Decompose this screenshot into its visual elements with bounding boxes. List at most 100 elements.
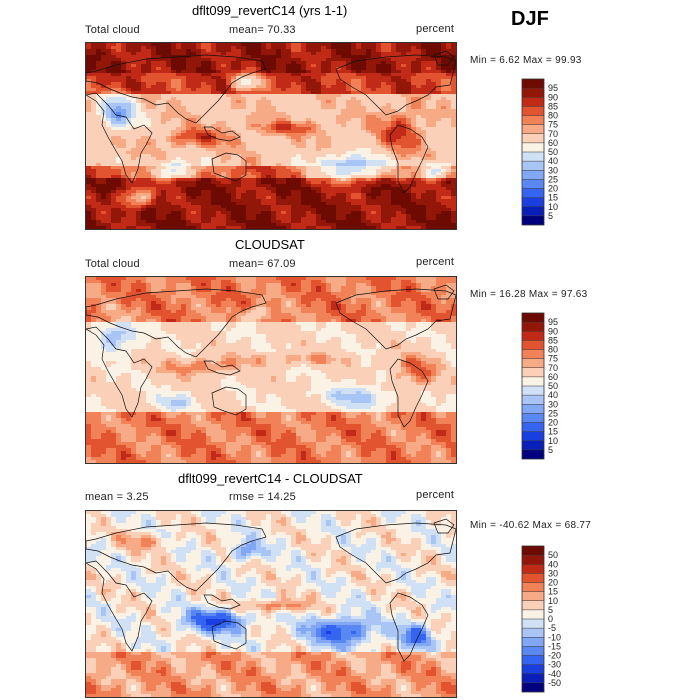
map-cell	[446, 190, 452, 194]
map-cell	[181, 208, 187, 212]
map-cell	[381, 214, 387, 218]
map-cell	[326, 196, 332, 200]
map-cell	[371, 136, 377, 140]
map-cell	[391, 82, 397, 86]
map-cell	[221, 202, 227, 206]
map-cell	[126, 208, 132, 212]
map-cell	[231, 178, 237, 182]
map-cell	[221, 133, 227, 137]
map-cell	[266, 166, 272, 170]
map-cell	[276, 103, 282, 107]
map-cell	[331, 127, 337, 131]
map-cell	[371, 202, 377, 206]
map-cell	[386, 70, 392, 74]
map-cell	[191, 115, 197, 119]
map-cell	[191, 112, 197, 116]
map-cell	[336, 91, 342, 95]
map-cell	[191, 94, 197, 98]
map-cell	[211, 154, 217, 158]
map-cell	[401, 220, 407, 224]
map-cell	[396, 175, 402, 179]
map-cell	[136, 277, 142, 281]
map-cell	[91, 184, 97, 188]
map-cell	[261, 175, 267, 179]
map-cell	[446, 157, 452, 161]
map-cell	[426, 106, 432, 110]
map-cell	[216, 175, 222, 179]
map-cell	[301, 196, 307, 200]
map-cell	[241, 277, 247, 281]
map-cell	[436, 217, 442, 221]
map-cell	[296, 286, 302, 290]
map-cell	[196, 145, 202, 149]
map-cell	[116, 217, 122, 221]
map-cell	[451, 94, 456, 98]
map-cell	[306, 280, 312, 284]
map-cell	[411, 121, 417, 125]
map-cell	[346, 214, 352, 218]
map-cell	[171, 106, 177, 110]
map-cell	[146, 70, 152, 74]
map-cell	[396, 208, 402, 212]
map-cell	[186, 289, 192, 293]
map-cell	[136, 217, 142, 221]
map-cell	[386, 73, 392, 77]
map-cell	[161, 139, 167, 143]
map-cell	[451, 205, 456, 209]
map-cell	[86, 223, 92, 227]
map-cell	[236, 61, 242, 65]
map-cell	[426, 100, 432, 104]
map-cell	[446, 94, 452, 98]
map-cell	[426, 151, 432, 155]
map-cell	[441, 94, 447, 98]
map-cell	[296, 49, 302, 53]
map-cell	[231, 169, 237, 173]
map-cell	[261, 283, 267, 287]
map-cell	[351, 193, 357, 197]
map-cell	[311, 283, 317, 287]
map-cell	[301, 130, 307, 134]
map-cell	[226, 163, 232, 167]
map-cell	[256, 82, 262, 86]
map-cell	[216, 277, 222, 281]
map-cell	[321, 187, 327, 191]
map-cell	[356, 88, 362, 92]
map-cell	[221, 211, 227, 215]
map-cell	[181, 109, 187, 113]
map-cell	[356, 46, 362, 50]
map-cell	[281, 133, 287, 137]
map-cell	[421, 223, 427, 227]
map-cell	[96, 145, 102, 149]
map-cell	[221, 157, 227, 161]
map-cell	[221, 88, 227, 92]
map-cell	[126, 193, 132, 197]
map-cell	[86, 202, 92, 206]
map-cell	[301, 139, 307, 143]
map-cell	[276, 178, 282, 182]
map-cell	[121, 217, 127, 221]
map-cell	[386, 286, 392, 290]
map-cell	[246, 124, 252, 128]
map-cell	[271, 190, 277, 194]
map-cell	[331, 172, 337, 176]
map-cell	[116, 190, 122, 194]
map-cell	[446, 49, 452, 53]
map-cell	[166, 286, 172, 290]
map-cell	[241, 76, 247, 80]
map-cell	[261, 79, 267, 83]
map-cell	[251, 289, 257, 293]
map-cell	[196, 52, 202, 56]
map-cell	[301, 145, 307, 149]
map-cell	[406, 190, 412, 194]
map-cell	[101, 193, 107, 197]
map-cell	[146, 79, 152, 83]
map-cell	[316, 277, 322, 281]
map-cell	[181, 73, 187, 77]
map-cell	[306, 70, 312, 74]
map-cell	[236, 49, 242, 53]
map-cell	[226, 94, 232, 98]
map-cell	[416, 223, 422, 227]
map-cell	[311, 82, 317, 86]
map-cell	[181, 169, 187, 173]
map-cell	[371, 193, 377, 197]
